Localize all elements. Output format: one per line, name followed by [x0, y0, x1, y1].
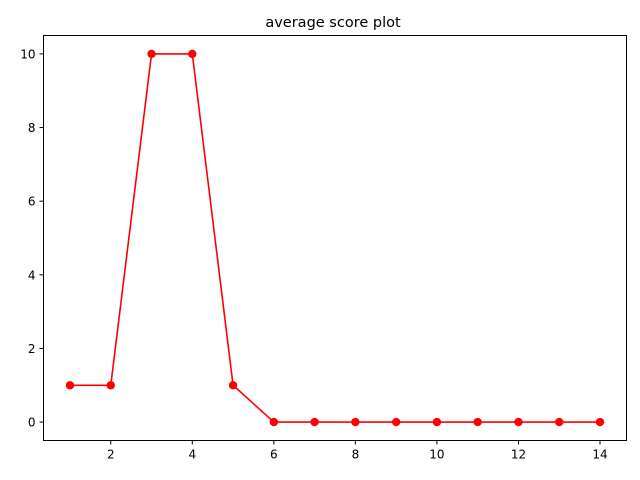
- data-point-marker: [147, 49, 156, 59]
- y-tick-label: 6: [28, 195, 36, 209]
- data-point-marker: [555, 417, 564, 427]
- y-tick-label: 2: [28, 342, 36, 356]
- data-point-marker: [514, 417, 523, 427]
- y-tick-label: 8: [28, 121, 36, 135]
- data-point-marker: [432, 417, 442, 427]
- chart-title: average score plot: [265, 15, 401, 31]
- data-point-marker: [65, 381, 75, 390]
- y-tick-label: 10: [20, 47, 35, 61]
- data-point-marker: [310, 417, 319, 427]
- x-tick-label: 12: [511, 448, 526, 462]
- y-tick-label: 0: [28, 416, 36, 430]
- data-point-marker: [351, 417, 360, 427]
- x-axis: 2 4 6 8 10 12 14: [107, 440, 608, 462]
- x-tick-label: 10: [429, 448, 444, 462]
- x-tick-label: 2: [107, 448, 115, 462]
- y-axis: 0 2 4 6 8 10: [20, 47, 44, 430]
- x-tick-label: 8: [352, 448, 360, 462]
- data-point-marker: [391, 417, 401, 427]
- data-point-marker: [188, 49, 197, 59]
- data-point-marker: [269, 417, 279, 427]
- data-point-marker: [228, 381, 238, 390]
- x-tick-label: 4: [188, 448, 196, 462]
- series-layer: [65, 49, 605, 427]
- data-point-marker: [473, 417, 482, 427]
- x-tick-label: 6: [270, 448, 278, 462]
- plot-area-frame: [43, 35, 627, 441]
- x-tick-label: 14: [592, 448, 607, 462]
- series-line: [70, 53, 600, 423]
- data-point-marker: [595, 417, 605, 427]
- data-point-marker: [106, 381, 115, 390]
- y-tick-label: 4: [28, 268, 36, 282]
